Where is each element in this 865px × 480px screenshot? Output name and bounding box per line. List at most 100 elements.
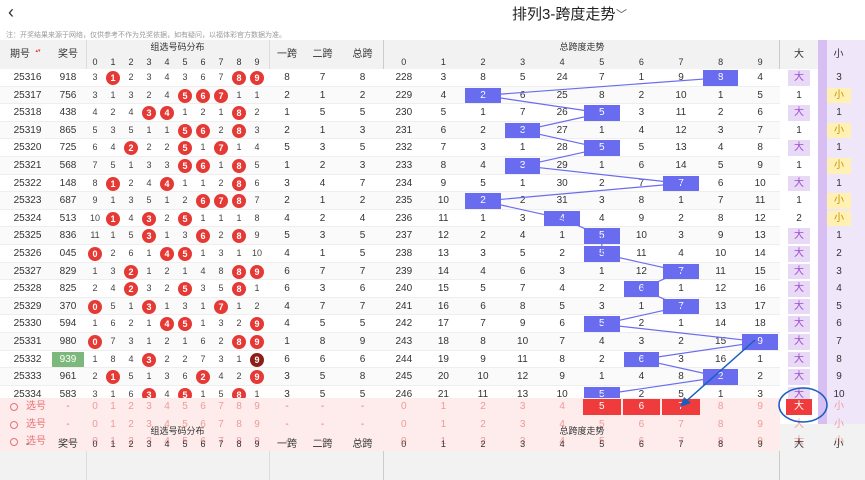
trend-miss: 1 [717, 89, 724, 101]
select-digit[interactable]: 9 [254, 418, 260, 430]
select-digit[interactable]: 2 [128, 436, 134, 448]
select-trend-digit[interactable]: 8 [717, 401, 724, 412]
trend-miss: 244 [395, 353, 413, 365]
select-digit[interactable]: 4 [164, 418, 170, 430]
select-label[interactable]: 选号 [26, 436, 46, 448]
select-trend-digit[interactable]: 3 [519, 436, 526, 448]
miss-count: 4 [164, 388, 170, 399]
select-digit[interactable]: 1 [110, 401, 116, 412]
select-digit[interactable]: 9 [254, 401, 260, 412]
select-trend-digit-selected[interactable]: 6 [622, 399, 661, 415]
select-trend-digit[interactable]: 2 [480, 436, 486, 448]
prize-cell: 045 [59, 248, 77, 259]
select-trend-digit[interactable]: 6 [638, 418, 645, 430]
radio-circle-icon[interactable] [10, 420, 18, 429]
select-label[interactable]: 选号 [26, 418, 46, 430]
select-label[interactable]: 选号 [26, 401, 46, 412]
select-big[interactable]: 大 [794, 436, 804, 448]
select-big-selected[interactable]: 大 [786, 399, 812, 415]
select-trend-digit[interactable]: 1 [440, 436, 447, 448]
miss-count: 3 [146, 72, 152, 82]
select-trend-digit[interactable]: 3 [519, 401, 526, 412]
sort-icon[interactable]: ▴▾ [35, 48, 41, 54]
select-trend-digit[interactable]: 6 [638, 436, 645, 448]
select-row[interactable] [0, 415, 780, 434]
select-trend-digit[interactable]: 7 [678, 436, 684, 448]
span1-cell: 3 [284, 177, 290, 189]
miss-count: 4 [218, 371, 224, 382]
miss-count: 1 [110, 195, 116, 206]
select-digit[interactable]: 6 [200, 418, 206, 430]
select-trend-digit[interactable]: 9 [757, 436, 763, 448]
select-digit[interactable]: 7 [218, 401, 224, 412]
select-digit[interactable]: 5 [182, 401, 188, 412]
select-trend-digit[interactable]: 5 [599, 418, 605, 430]
back-arrow-icon[interactable]: ‹ [8, 2, 14, 22]
select-digit[interactable]: 6 [200, 436, 206, 448]
select-digit[interactable]: 7 [218, 436, 224, 448]
select-trend-digit[interactable]: 0 [401, 436, 407, 448]
select-digit[interactable]: 5 [182, 418, 188, 430]
select-digit[interactable]: 5 [182, 436, 188, 448]
select-trend-digit[interactable]: 2 [480, 418, 486, 430]
select-digit[interactable]: 0 [92, 436, 98, 448]
select-digit[interactable]: 2 [128, 401, 134, 412]
chevron-down-icon[interactable]: ﹀ [616, 9, 627, 21]
select-trend-digit[interactable]: 1 [440, 418, 447, 430]
trend-miss: 12 [754, 212, 766, 224]
select-trend-digit[interactable]: 9 [757, 401, 763, 412]
miss-count: 1 [146, 371, 152, 382]
select-digit[interactable]: 3 [146, 436, 152, 448]
select-big[interactable]: 大 [794, 418, 804, 430]
number-ball: 5 [178, 141, 192, 156]
select-trend-digit[interactable]: 4 [559, 418, 565, 430]
page-title[interactable]: 排列3-跨度走势 [512, 6, 616, 23]
select-trend-digit[interactable]: 3 [519, 418, 526, 430]
select-small[interactable]: 小 [834, 418, 844, 430]
select-trend-digit[interactable]: 2 [480, 401, 486, 412]
select-digit[interactable]: 1 [110, 418, 116, 430]
select-trend-digit[interactable]: 8 [717, 418, 724, 430]
select-trend-digit[interactable]: 8 [717, 436, 724, 448]
period-cell: 25323 [13, 195, 42, 207]
select-trend-digit[interactable]: 4 [559, 436, 565, 448]
number-ball: 2 [124, 282, 138, 297]
select-trend-digit-selected[interactable]: 5 [583, 399, 621, 415]
select-digit[interactable]: 3 [146, 401, 152, 412]
select-trend-digit[interactable]: 5 [599, 436, 605, 448]
select-row[interactable] [0, 433, 780, 451]
select-digit[interactable]: 2 [128, 418, 134, 430]
select-trend-digit[interactable]: 7 [678, 418, 684, 430]
select-small[interactable]: 小 [834, 436, 844, 448]
select-trend-digit[interactable]: 1 [440, 401, 447, 412]
select-digit[interactable]: 4 [164, 401, 170, 412]
select-trend-digit-selected[interactable]: 7 [662, 399, 700, 415]
span2-cell: 1 [319, 195, 326, 207]
select-small[interactable]: 小 [834, 401, 844, 412]
radio-circle-icon[interactable] [10, 403, 18, 411]
select-digit[interactable]: 9 [254, 436, 260, 448]
footer-trend-digit: 7 [678, 439, 684, 449]
select-digit[interactable]: 1 [110, 436, 116, 448]
select-digit[interactable]: 8 [236, 436, 242, 448]
select-trend-digit[interactable]: 4 [559, 401, 565, 412]
select-digit[interactable]: 8 [236, 418, 242, 430]
select-trend-digit[interactable]: 0 [401, 401, 407, 412]
select-digit[interactable]: 7 [218, 418, 224, 430]
select-digit[interactable]: 0 [92, 418, 98, 430]
select-digit[interactable]: 3 [146, 418, 152, 430]
select-digit[interactable]: 8 [236, 401, 242, 412]
trend-miss: 7 [638, 177, 645, 189]
trend-miss: 6 [440, 124, 447, 136]
trend-miss: 16 [437, 300, 449, 312]
trend-miss: 5 [519, 72, 526, 83]
select-digit[interactable]: 0 [92, 401, 98, 412]
trend-miss: 12 [715, 283, 727, 295]
select-digit[interactable]: 4 [164, 436, 170, 448]
radio-circle-icon[interactable] [10, 438, 18, 447]
select-trend-digit[interactable]: 9 [757, 418, 763, 430]
miss-count: 5 [92, 124, 98, 135]
select-digit[interactable]: 6 [200, 401, 206, 412]
select-trend-digit[interactable]: 0 [401, 418, 407, 430]
miss-count: 9 [254, 230, 260, 241]
